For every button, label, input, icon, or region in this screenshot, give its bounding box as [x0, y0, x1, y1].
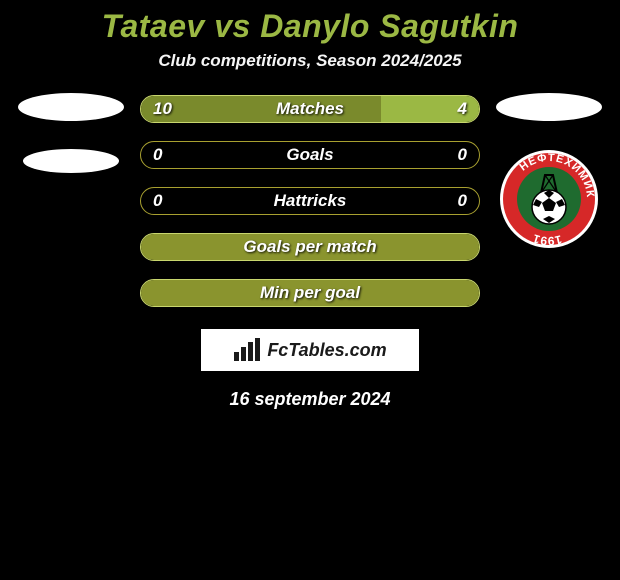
page-title: Tataev vs Danylo Sagutkin — [0, 0, 620, 51]
stat-bar: 104Matches — [140, 95, 480, 123]
left-player-col — [16, 95, 126, 173]
stat-label: Matches — [141, 99, 479, 119]
stat-label: Min per goal — [141, 283, 479, 303]
comparison-infographic: Tataev vs Danylo Sagutkin Club competiti… — [0, 0, 620, 410]
brand-chart-icon — [233, 338, 261, 362]
stat-bar: Min per goal — [140, 279, 480, 307]
stat-bar: Goals per match — [140, 233, 480, 261]
stat-bars: 104Matches 00Goals 00Hattricks Goals per ma… — [140, 95, 480, 307]
comparison-section: 104Matches 00Goals 00Hattricks Goals per ma… — [0, 95, 620, 307]
stat-bar: 00Hattricks — [140, 187, 480, 215]
stat-label: Goals per match — [141, 237, 479, 257]
brand-text: FcTables.com — [267, 340, 386, 361]
player-left-avatar — [18, 93, 124, 121]
date-line: 16 september 2024 — [0, 389, 620, 410]
stat-bar: 00Goals — [140, 141, 480, 169]
player-right-avatar — [496, 93, 602, 121]
player-left-club-placeholder — [23, 149, 119, 173]
right-player-col: НЕФТЕХИМИК 1991 — [494, 95, 604, 249]
club-badge-icon: НЕФТЕХИМИК 1991 — [499, 149, 599, 249]
subtitle: Club competitions, Season 2024/2025 — [0, 51, 620, 95]
stat-label: Hattricks — [141, 191, 479, 211]
brand-box: FcTables.com — [201, 329, 419, 371]
stat-label: Goals — [141, 145, 479, 165]
